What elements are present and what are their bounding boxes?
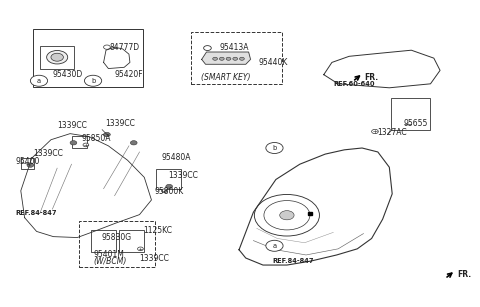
Circle shape <box>213 57 217 60</box>
Text: 1339CC: 1339CC <box>105 119 135 128</box>
Circle shape <box>104 45 110 49</box>
Text: 95655: 95655 <box>404 119 428 128</box>
Circle shape <box>161 189 167 192</box>
Circle shape <box>266 240 283 251</box>
Text: FR.: FR. <box>364 72 379 82</box>
Circle shape <box>84 75 102 86</box>
Circle shape <box>266 142 283 154</box>
Circle shape <box>70 141 77 145</box>
Circle shape <box>51 53 63 61</box>
Circle shape <box>104 132 110 137</box>
Circle shape <box>372 129 378 134</box>
Bar <box>156 169 181 188</box>
Text: 95480A: 95480A <box>161 153 191 162</box>
Circle shape <box>166 185 172 188</box>
Text: 1327AC: 1327AC <box>377 128 407 137</box>
Text: 95401M: 95401M <box>93 251 124 259</box>
Text: 95400: 95400 <box>15 157 39 166</box>
Circle shape <box>83 143 89 147</box>
Text: REF.60-640: REF.60-640 <box>333 81 375 87</box>
Circle shape <box>226 57 231 60</box>
Text: a: a <box>272 243 276 249</box>
Text: 95413A: 95413A <box>220 43 250 52</box>
Text: 1339CC: 1339CC <box>140 255 169 263</box>
Polygon shape <box>308 212 312 215</box>
Bar <box>91 230 116 252</box>
Text: 1125KC: 1125KC <box>144 226 172 235</box>
Text: 1339CC: 1339CC <box>168 171 198 180</box>
Text: (W/BCM): (W/BCM) <box>93 257 126 266</box>
Text: 1339CC: 1339CC <box>33 149 63 158</box>
Bar <box>40 46 74 68</box>
Polygon shape <box>202 52 251 64</box>
Text: 84777D: 84777D <box>110 43 140 52</box>
Text: 95830G: 95830G <box>101 233 132 242</box>
Bar <box>21 158 34 169</box>
Text: b: b <box>91 78 95 84</box>
Text: (SMART KEY): (SMART KEY) <box>201 73 250 82</box>
Circle shape <box>233 57 238 60</box>
Text: FR.: FR. <box>457 270 471 279</box>
Circle shape <box>138 247 144 251</box>
Bar <box>191 32 282 84</box>
Text: REF.84-847: REF.84-847 <box>15 210 57 216</box>
Bar <box>72 136 87 148</box>
Bar <box>79 221 156 267</box>
Circle shape <box>280 211 294 220</box>
Text: b: b <box>272 145 276 151</box>
Text: 95440K: 95440K <box>258 58 288 67</box>
Circle shape <box>30 75 48 86</box>
Bar <box>120 230 144 252</box>
Text: a: a <box>37 78 41 84</box>
Text: 95800K: 95800K <box>155 187 184 196</box>
Bar <box>33 29 144 87</box>
Circle shape <box>219 57 224 60</box>
Text: REF.84-847: REF.84-847 <box>273 258 314 264</box>
Circle shape <box>240 57 244 60</box>
Text: 1339CC: 1339CC <box>57 122 87 130</box>
Circle shape <box>47 51 68 64</box>
Text: 95430D: 95430D <box>52 70 83 79</box>
Bar <box>391 98 430 130</box>
Text: 95420F: 95420F <box>115 70 143 79</box>
Text: 95850A: 95850A <box>81 134 110 143</box>
Circle shape <box>27 163 34 167</box>
Circle shape <box>131 141 137 145</box>
